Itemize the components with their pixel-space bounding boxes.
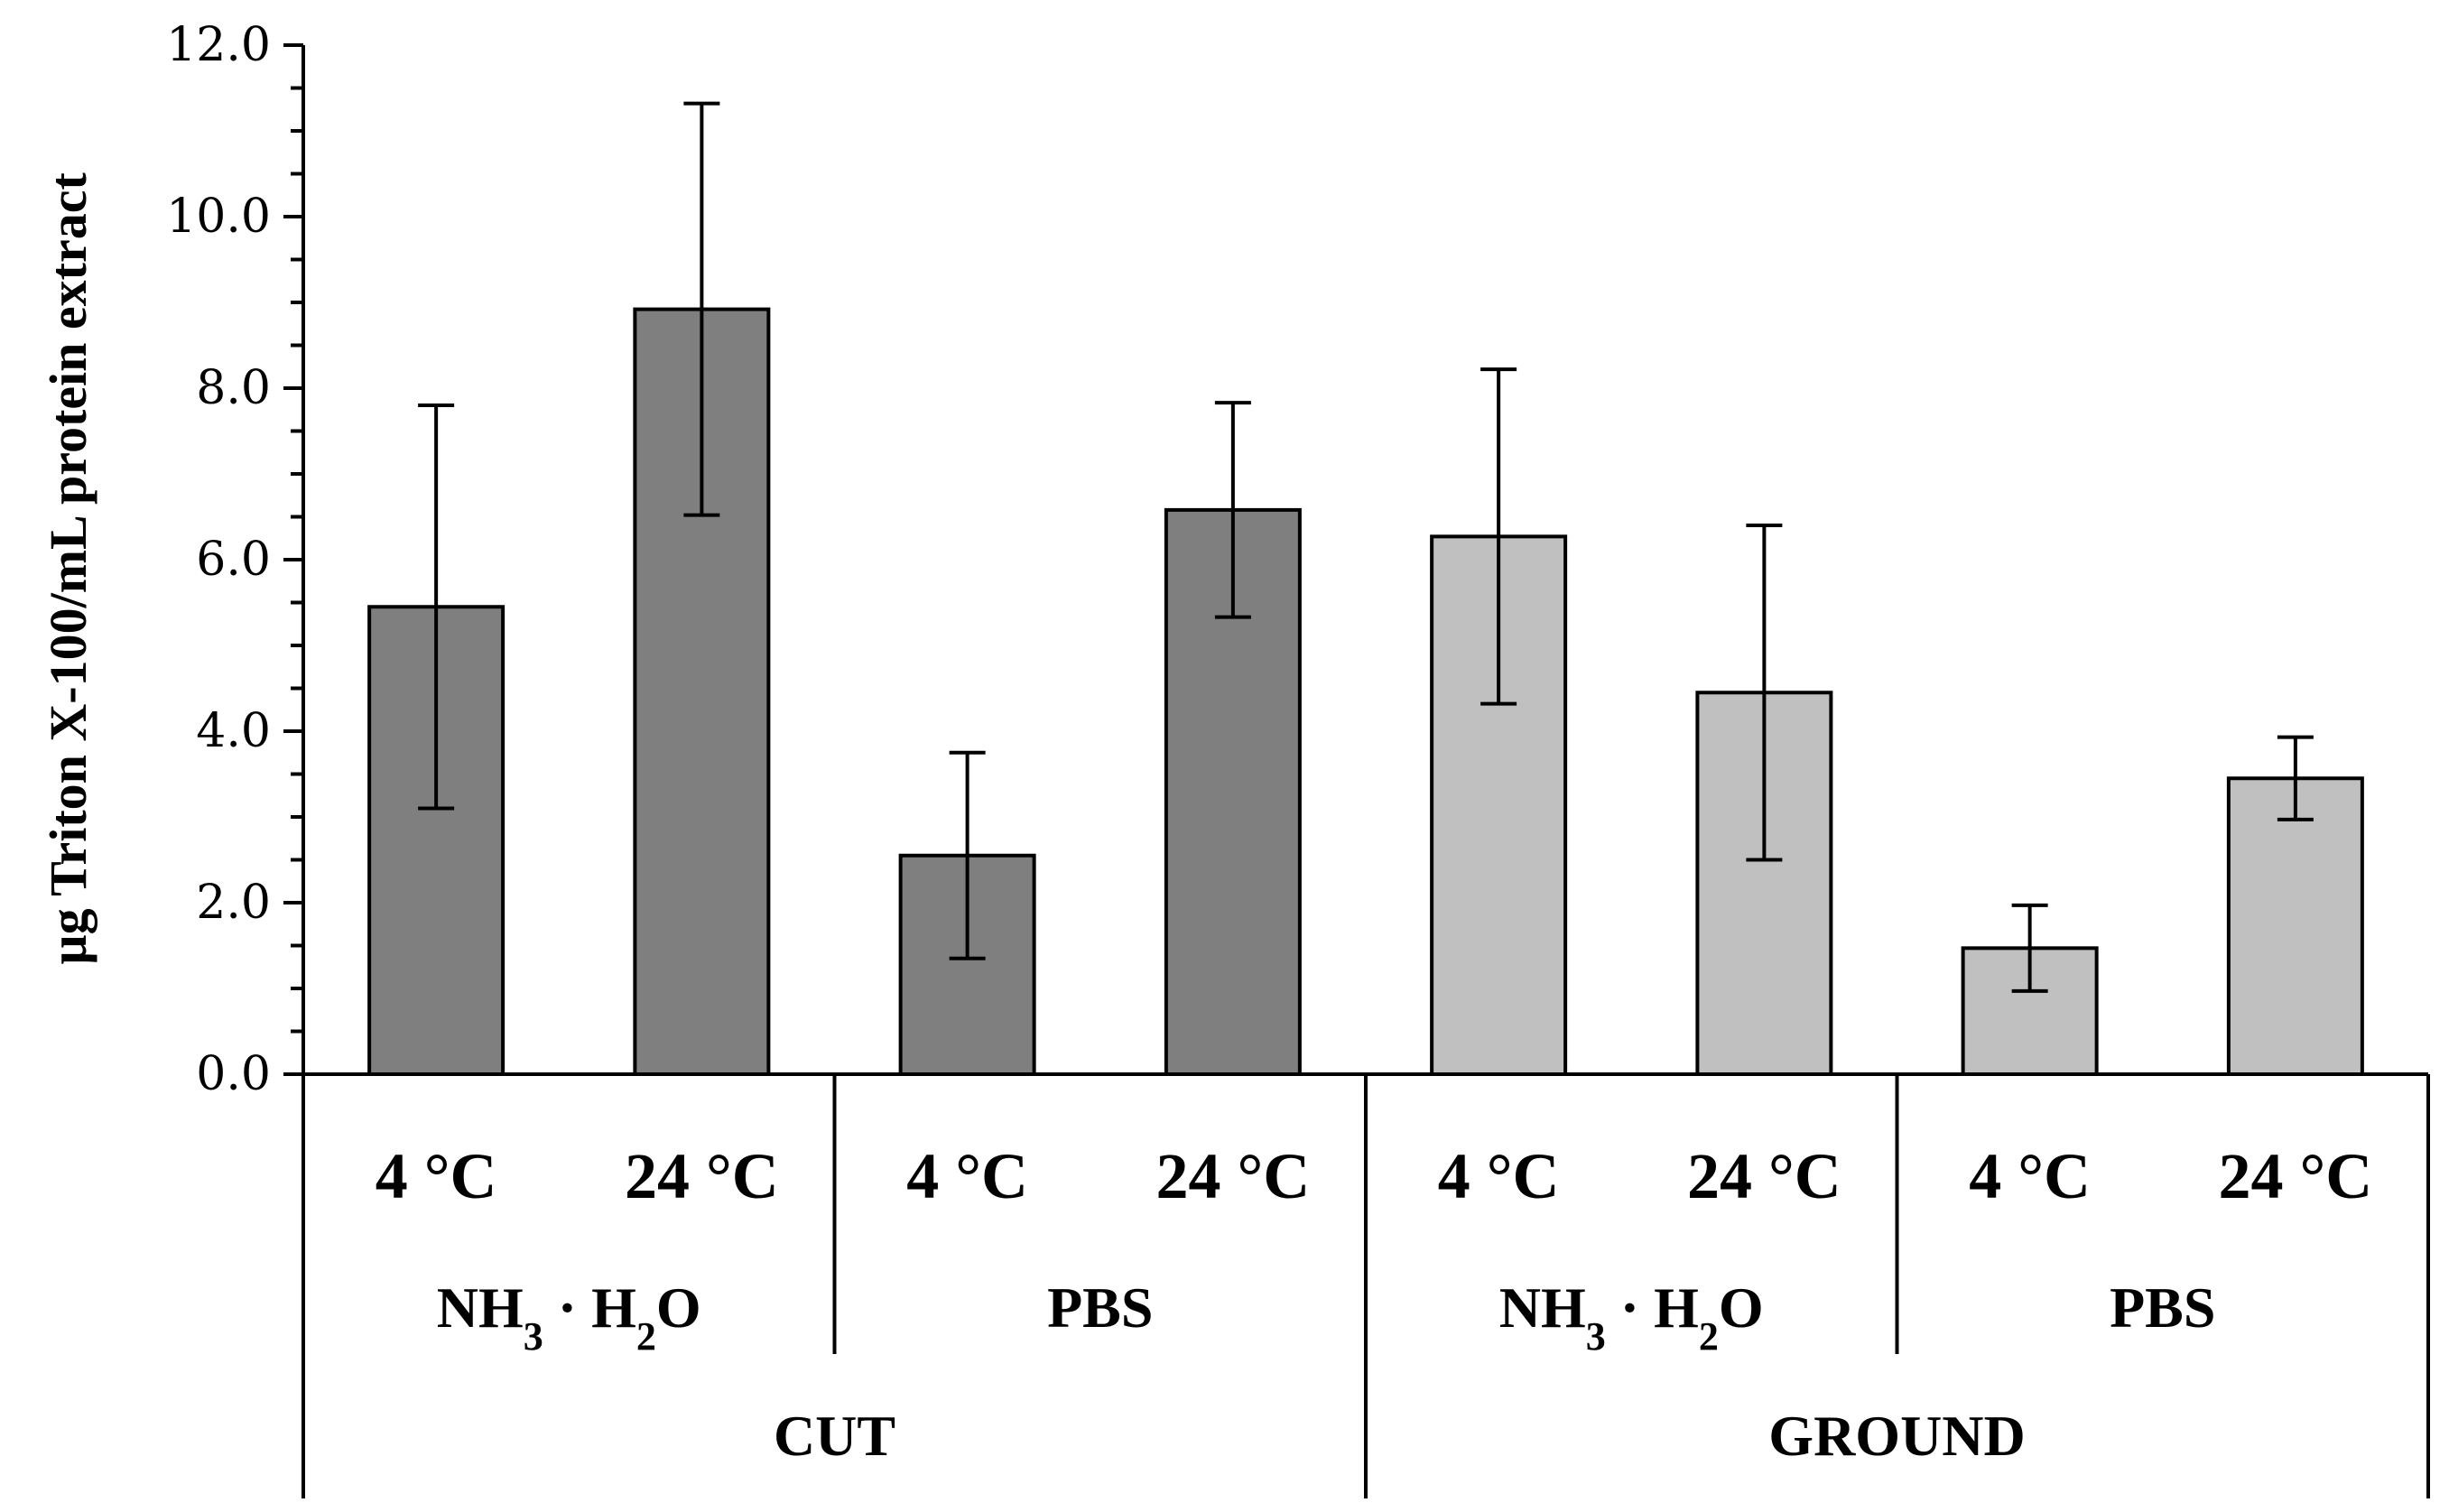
process-group-label: GROUND — [1768, 1404, 2025, 1468]
y-tick-label: 0.0 — [196, 1047, 271, 1101]
y-tick-label: 4.0 — [196, 704, 271, 758]
x-category-label: 4 °C — [376, 1140, 497, 1212]
x-category-label: 24 °C — [1687, 1140, 1841, 1212]
bar — [2226, 776, 2364, 1076]
x-category-label: 24 °C — [2218, 1140, 2372, 1212]
y-tick-label: 2.0 — [196, 876, 271, 930]
bar — [1164, 507, 1302, 1076]
x-category-label: 24 °C — [1155, 1140, 1310, 1212]
solvent-group-label: NH3 · H2O — [437, 1275, 701, 1359]
y-tick-label: 6.0 — [196, 533, 271, 587]
y-tick-label: 10.0 — [166, 190, 271, 244]
solvent-group-label: PBS — [1047, 1275, 1153, 1340]
x-category-label: 4 °C — [1969, 1140, 2091, 1212]
y-axis-label-group: µg Triton X-100/mL protein extract — [39, 172, 97, 965]
y-axis-label: µg Triton X-100/mL protein extract — [39, 172, 97, 965]
solvent-group-label: NH3 · H2O — [1499, 1275, 1764, 1359]
solvent-group-label: PBS — [2110, 1275, 2215, 1340]
x-category-label: 4 °C — [1438, 1140, 1560, 1212]
y-tick-label: 12.0 — [166, 18, 271, 72]
x-category-label: 24 °C — [625, 1140, 779, 1212]
y-tick-label: 8.0 — [196, 361, 271, 415]
x-category-label: 4 °C — [906, 1140, 1028, 1212]
process-group-label: CUT — [774, 1404, 895, 1468]
